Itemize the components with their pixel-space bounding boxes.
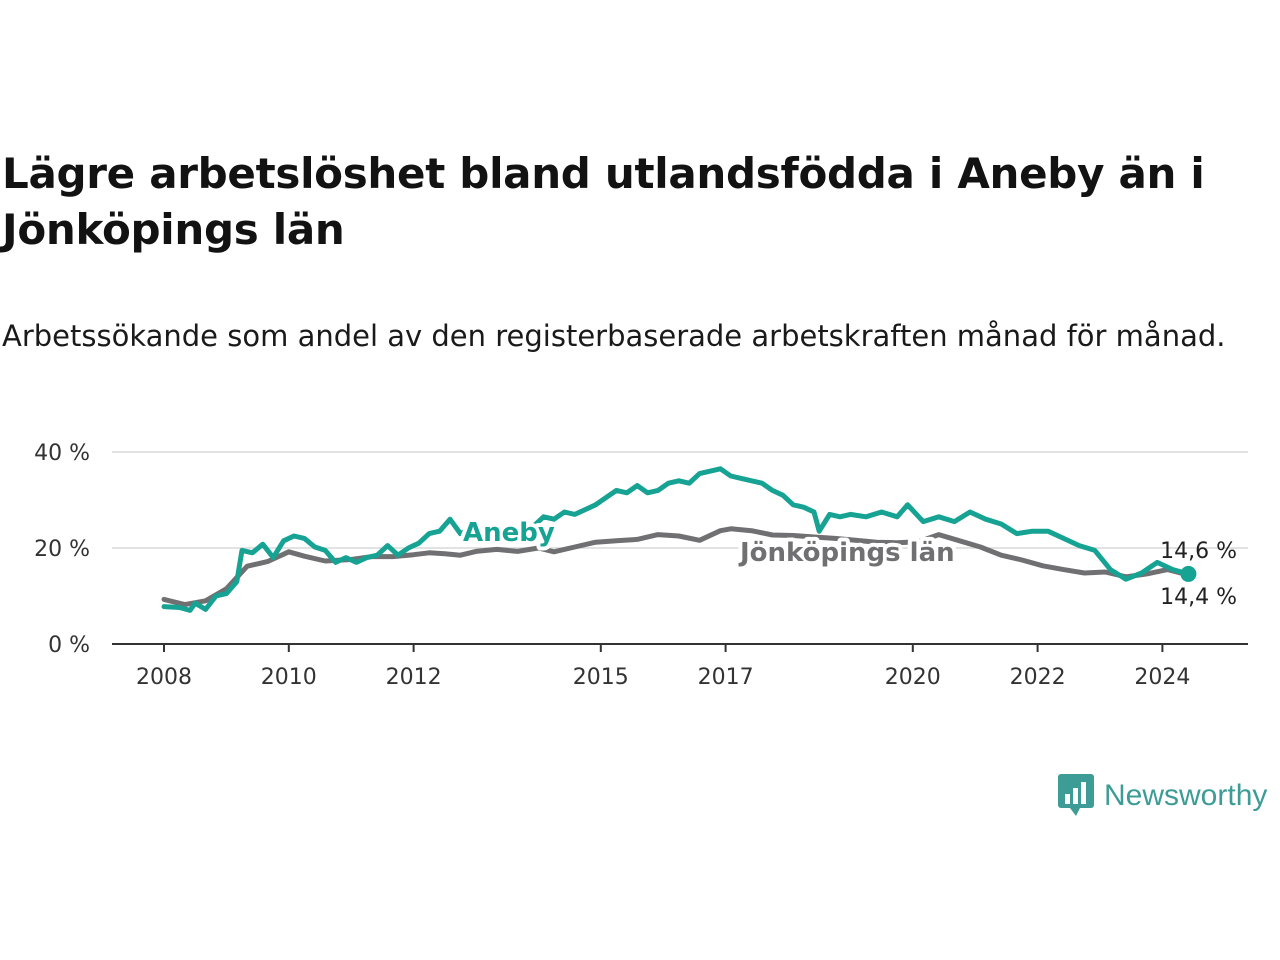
newsworthy-logo[interactable]: Newsworthy bbox=[1058, 772, 1267, 820]
series-label-jonkopings-lan-halo: Jönköpings län bbox=[738, 538, 955, 568]
x-tick-label: 2010 bbox=[261, 665, 317, 690]
x-tick-label: 2012 bbox=[386, 665, 442, 690]
y-axis-ticks: 0 % 20 % 40 % bbox=[34, 441, 90, 658]
series-label-aneby: Aneby bbox=[463, 518, 555, 548]
x-tick-label: 2008 bbox=[136, 665, 192, 690]
chart-subtitle: Arbetssökande som andel av den registerb… bbox=[2, 319, 1226, 353]
series-label-aneby-halo: Aneby bbox=[463, 518, 555, 548]
brand-name: Newsworthy bbox=[1104, 779, 1268, 812]
newsworthy-logo-icon bbox=[1058, 772, 1094, 820]
series-line-jonkopings-lan bbox=[161, 526, 1191, 608]
x-tick-label: 2017 bbox=[698, 665, 754, 690]
chart-title: Lägre arbetslöshet bland utlandsfödda i … bbox=[2, 149, 1205, 254]
series-label-jonkopings-lan: Jönköpings län bbox=[738, 538, 955, 568]
x-tick-label: 2024 bbox=[1134, 665, 1190, 690]
end-value-label-jonkopings-lan: 14,4 % bbox=[1160, 585, 1237, 610]
end-value-label-aneby: 14,6 % bbox=[1160, 539, 1237, 564]
x-tick-label: 2020 bbox=[885, 665, 941, 690]
line-chart: 0 % 20 % 40 % 2008 2010 2012 2015 2017 2020 2022… bbox=[34, 441, 1248, 690]
x-tick-label: 2022 bbox=[1010, 665, 1066, 690]
x-axis-ticks: 2008 2010 2012 2015 2017 2020 2022 2024 bbox=[136, 644, 1190, 690]
aneby-end-point bbox=[1180, 565, 1197, 582]
y-tick-label: 40 % bbox=[34, 441, 90, 466]
y-tick-label: 20 % bbox=[34, 537, 90, 562]
y-tick-label: 0 % bbox=[48, 633, 90, 658]
series-lines bbox=[161, 466, 1197, 613]
series-line-aneby bbox=[161, 466, 1191, 613]
gridlines bbox=[112, 451, 1248, 549]
x-tick-label: 2015 bbox=[573, 665, 629, 690]
